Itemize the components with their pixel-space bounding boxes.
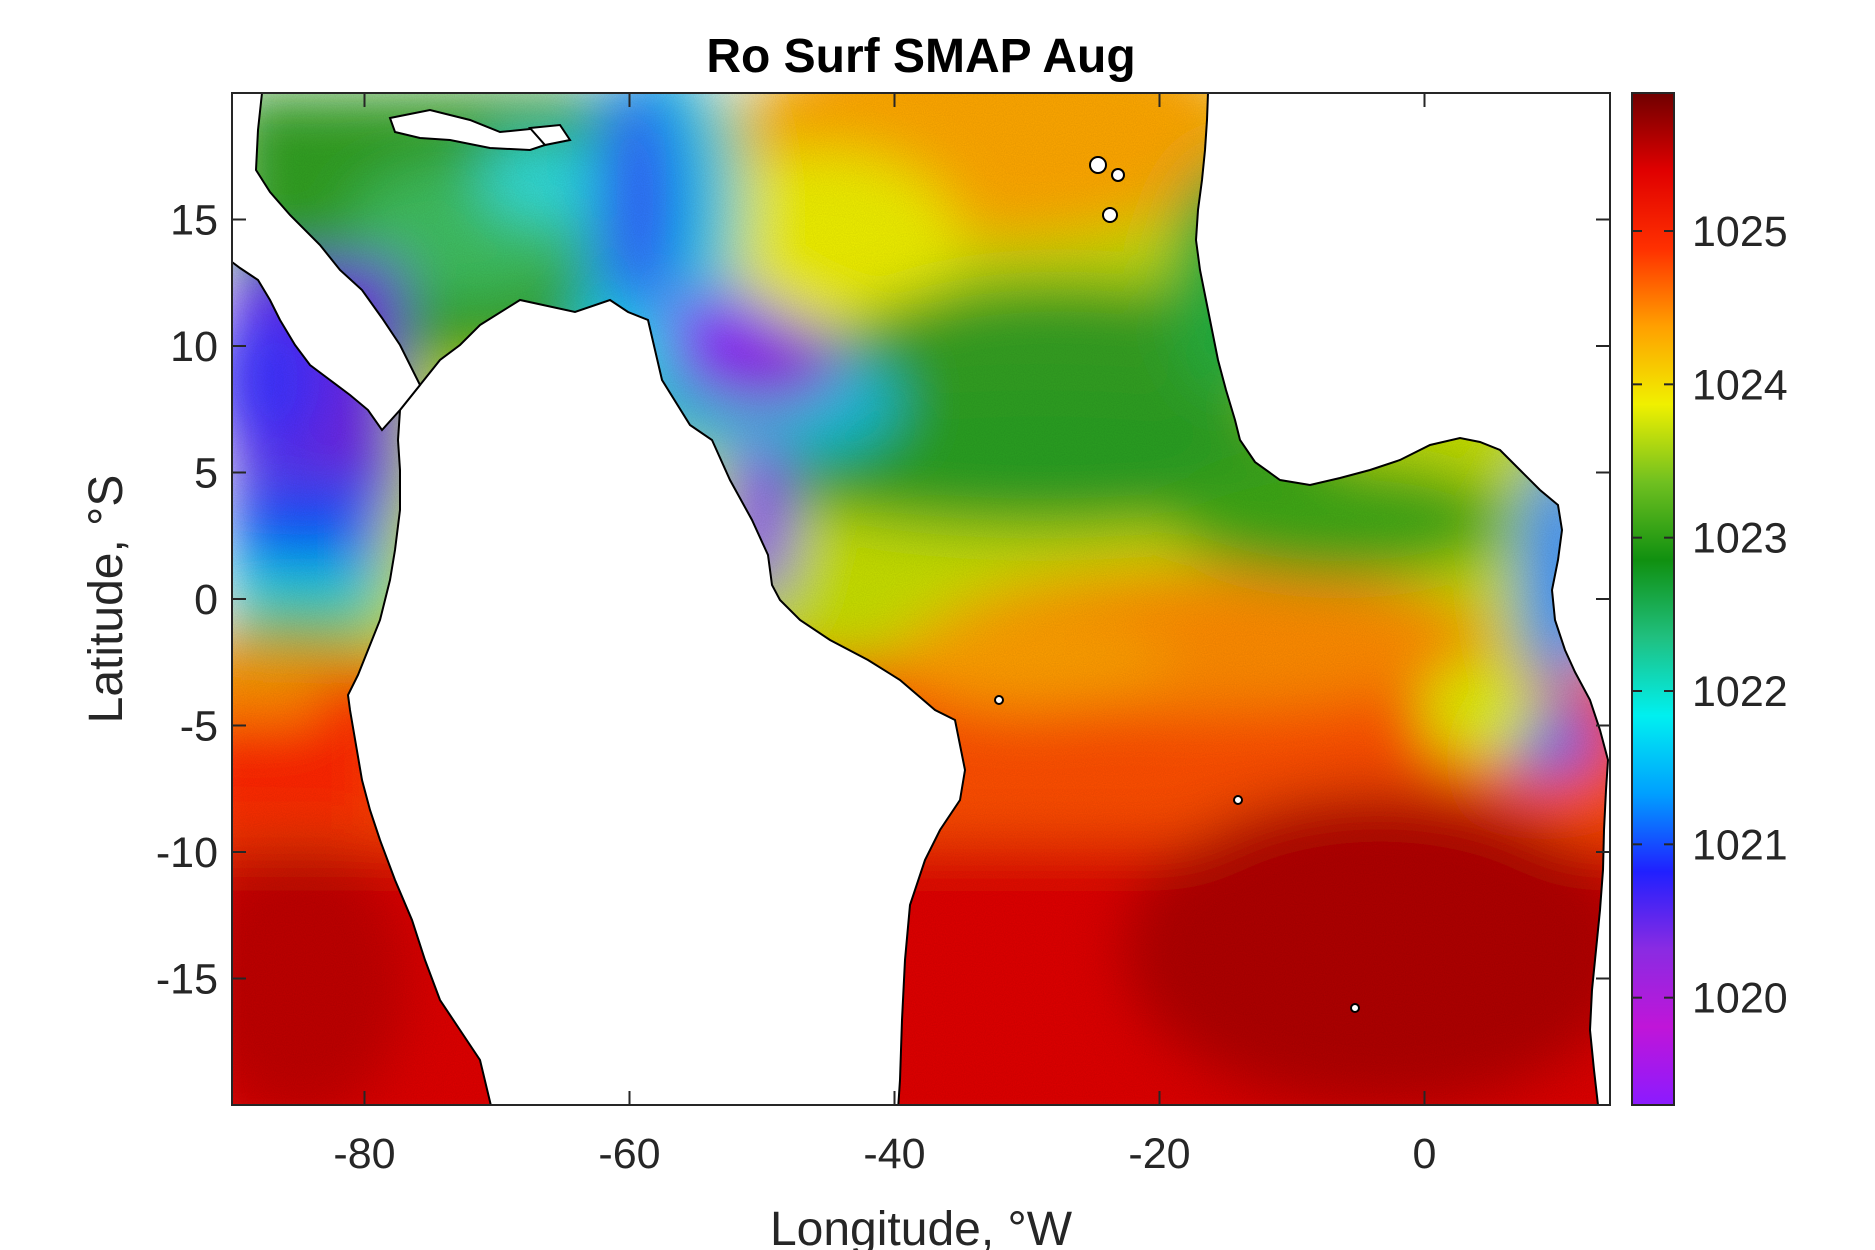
x-axis: -80 -60 -40 -20 0 [333,93,1436,1178]
cape-verde-island [1102,207,1118,223]
ascension-island [1233,795,1243,805]
chart-title: Ro Surf SMAP Aug [706,30,1135,83]
cape-verde-island [1089,156,1107,174]
cape-verde-island [1111,168,1125,182]
colorbar-tick-label: 1020 [1692,975,1788,1023]
colorbar-tick-label: 1023 [1692,515,1788,563]
colorbar-tick-label: 1024 [1692,361,1788,409]
colorbar-tick-label: 1021 [1692,821,1788,869]
y-tick-label: -5 [180,703,218,751]
central-america-land [232,93,422,432]
y-tick-label: 15 [170,197,218,245]
y-tick-label: -10 [156,829,218,877]
colorbar: 1020 1021 1022 1023 1024 1025 [1631,92,1788,1106]
y-tick-label: -15 [156,956,218,1004]
hispaniola-land [527,123,572,147]
plot-area [232,93,1610,1105]
colorbar-ticks: 1020 1021 1022 1023 1024 1025 [1632,208,1788,1023]
colorbar-tick-label: 1022 [1692,668,1788,716]
y-tick-label: 10 [170,323,218,371]
y-tick-label: 0 [194,576,218,624]
fernando-island [994,695,1004,705]
x-tick-label: 0 [1413,1130,1437,1178]
colorbar-gradient [1631,92,1675,1106]
y-axis: -15 -10 -5 0 5 10 15 [156,197,1610,1004]
x-tick-label: -20 [1128,1130,1190,1178]
x-axis-title: Longitude, °W [770,1203,1073,1250]
y-axis-title: Latitude, °S [80,475,133,724]
x-tick-label: -60 [598,1130,660,1178]
y-tick-label: 5 [194,450,218,498]
land-mask [232,93,1610,1105]
st-helena-island [1350,1003,1360,1013]
south-america-land [346,298,967,1105]
x-tick-label: -80 [333,1130,395,1178]
colorbar-tick-label: 1025 [1692,208,1788,256]
africa-land [1194,93,1610,1105]
x-tick-label: -40 [863,1130,925,1178]
